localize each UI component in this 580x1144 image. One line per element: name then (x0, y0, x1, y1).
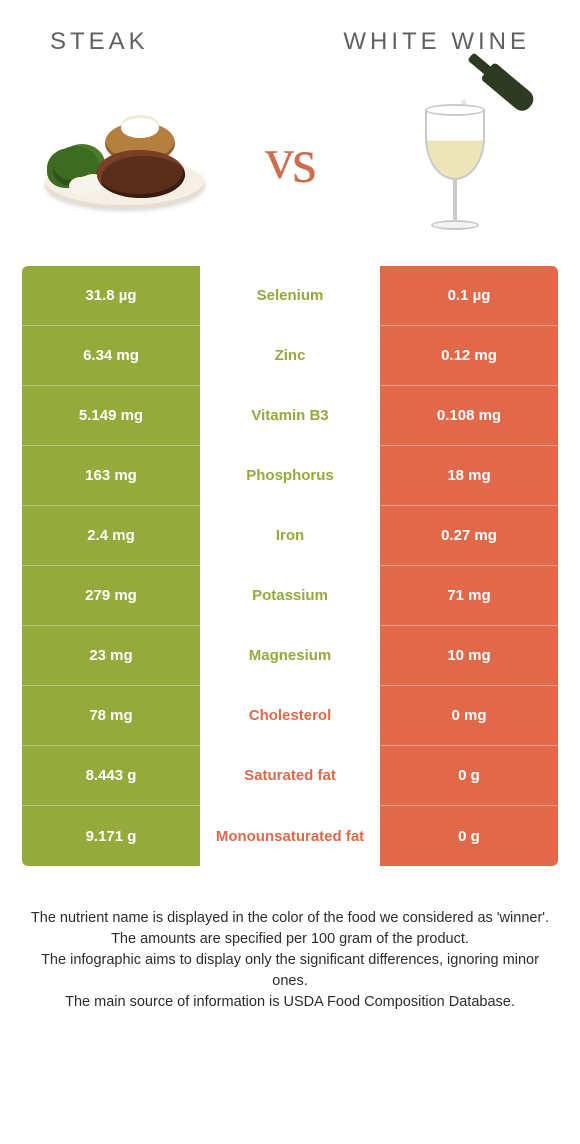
left-value-cell: 9.171 g (22, 806, 200, 866)
left-food-image (40, 86, 210, 236)
left-value-cell: 8.443 g (22, 746, 200, 806)
nutrient-label-cell: Potassium (200, 566, 380, 626)
hero-row: vs (0, 66, 580, 266)
right-food-title: WHITE WINE (343, 28, 530, 56)
right-value-cell: 0.1 µg (380, 266, 558, 326)
left-value-cell: 6.34 mg (22, 326, 200, 386)
footer-line: The infographic aims to display only the… (30, 950, 550, 992)
footer-line: The nutrient name is displayed in the co… (30, 908, 550, 929)
footer-notes: The nutrient name is displayed in the co… (0, 866, 580, 1013)
footer-line: The amounts are specified per 100 gram o… (30, 929, 550, 950)
footer-line: The main source of information is USDA F… (30, 992, 550, 1013)
titles-row: STEAK WHITE WINE (0, 0, 580, 66)
table-row: 9.171 gMonounsaturated fat0 g (22, 806, 558, 866)
right-value-cell: 71 mg (380, 566, 558, 626)
left-value-cell: 5.149 mg (22, 386, 200, 446)
nutrient-label-cell: Magnesium (200, 626, 380, 686)
table-row: 5.149 mgVitamin B30.108 mg (22, 386, 558, 446)
table-row: 8.443 gSaturated fat0 g (22, 746, 558, 806)
table-row: 6.34 mgZinc0.12 mg (22, 326, 558, 386)
left-food-title: STEAK (50, 28, 149, 56)
right-food-image (370, 86, 540, 236)
wine-glass-illustration (395, 76, 515, 246)
vs-label: vs (265, 124, 315, 198)
nutrient-label-cell: Zinc (200, 326, 380, 386)
nutrient-label-cell: Vitamin B3 (200, 386, 380, 446)
right-value-cell: 0 g (380, 746, 558, 806)
left-value-cell: 163 mg (22, 446, 200, 506)
right-value-cell: 0.108 mg (380, 386, 558, 446)
left-value-cell: 31.8 µg (22, 266, 200, 326)
nutrient-label-cell: Iron (200, 506, 380, 566)
nutrient-label-cell: Saturated fat (200, 746, 380, 806)
nutrient-label-cell: Monounsaturated fat (200, 806, 380, 866)
left-value-cell: 279 mg (22, 566, 200, 626)
steak-plate-illustration (45, 106, 205, 216)
comparison-table: 31.8 µgSelenium0.1 µg6.34 mgZinc0.12 mg5… (22, 266, 558, 866)
right-value-cell: 0.27 mg (380, 506, 558, 566)
right-value-cell: 0.12 mg (380, 326, 558, 386)
nutrient-label-cell: Cholesterol (200, 686, 380, 746)
right-value-cell: 0 mg (380, 686, 558, 746)
table-row: 163 mgPhosphorus18 mg (22, 446, 558, 506)
table-row: 31.8 µgSelenium0.1 µg (22, 266, 558, 326)
left-value-cell: 2.4 mg (22, 506, 200, 566)
table-row: 2.4 mgIron0.27 mg (22, 506, 558, 566)
right-value-cell: 18 mg (380, 446, 558, 506)
nutrient-label-cell: Selenium (200, 266, 380, 326)
table-row: 78 mgCholesterol0 mg (22, 686, 558, 746)
right-value-cell: 0 g (380, 806, 558, 866)
table-row: 23 mgMagnesium10 mg (22, 626, 558, 686)
nutrient-label-cell: Phosphorus (200, 446, 380, 506)
left-value-cell: 78 mg (22, 686, 200, 746)
table-row: 279 mgPotassium71 mg (22, 566, 558, 626)
right-value-cell: 10 mg (380, 626, 558, 686)
left-value-cell: 23 mg (22, 626, 200, 686)
